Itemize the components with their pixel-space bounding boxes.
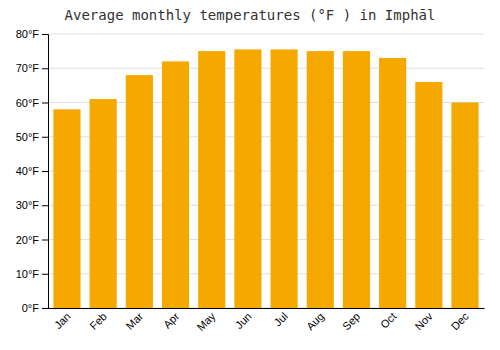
bar: [415, 82, 442, 308]
bar: [343, 51, 370, 308]
y-tick: 40°F: [16, 165, 48, 177]
y-tick: 70°F: [16, 62, 48, 74]
x-tick: May: [194, 310, 218, 334]
x-tick: Oct: [378, 310, 399, 331]
bar: [234, 49, 261, 308]
x-tick: Mar: [123, 310, 145, 332]
bar: [379, 58, 406, 308]
y-tick: 0°F: [22, 302, 48, 314]
tick-label: 80°F: [16, 28, 40, 40]
tick-mark: [42, 308, 48, 309]
y-tick: 30°F: [16, 199, 48, 211]
x-tick: Nov: [412, 310, 435, 333]
x-tick: Aug: [304, 310, 326, 332]
tick-label: Oct: [378, 310, 399, 331]
tick-label: Sep: [340, 310, 362, 332]
bar: [198, 51, 225, 308]
tick-label: Jul: [272, 310, 290, 328]
x-tick: Apr: [161, 310, 182, 331]
bar: [53, 109, 80, 308]
tick-label: 10°F: [16, 268, 40, 280]
tick-mark: [42, 171, 48, 172]
tick-label: Nov: [412, 310, 435, 333]
tick-mark: [42, 137, 48, 138]
tick-label: 40°F: [16, 165, 40, 177]
y-tick: 60°F: [16, 97, 48, 109]
y-axis: 0°F 10°F 20°F 30°F 40°F 50°F 60°F 70°F 80°F: [16, 28, 49, 314]
y-tick: 80°F: [16, 28, 48, 40]
tick-mark: [42, 205, 48, 206]
x-tick: Jan: [52, 310, 73, 331]
grid-line: [48, 34, 484, 35]
y-tick: 10°F: [16, 268, 48, 280]
tick-label: 70°F: [16, 62, 40, 74]
bar: [271, 49, 298, 308]
y-tick: 50°F: [16, 131, 48, 143]
title: Average monthly temperatures (°F ) in Im…: [65, 7, 436, 23]
x-tick: Jul: [272, 310, 290, 328]
tick-label: Aug: [304, 310, 326, 332]
y-tick: 20°F: [16, 234, 48, 246]
tick-label: Mar: [123, 310, 145, 332]
axis-line: [42, 35, 49, 309]
tick-mark: [42, 274, 48, 275]
x-axis: Jan Feb Mar Apr May Jun Jul Aug Sep Oct Nov Dec: [49, 309, 485, 334]
tick-label: 30°F: [16, 199, 40, 211]
tick-label: Feb: [87, 310, 109, 332]
bar: [126, 75, 153, 308]
tick-label: Jun: [233, 310, 254, 331]
grid-line: [48, 68, 484, 69]
x-tick: Dec: [449, 310, 472, 333]
bar: [307, 51, 334, 308]
axis-line: [49, 308, 485, 309]
tick-label: 50°F: [16, 131, 40, 143]
bar: [162, 61, 189, 308]
bars: [53, 49, 478, 308]
bar: [451, 103, 478, 309]
tick-mark: [42, 34, 48, 35]
tick-mark: [42, 240, 48, 241]
tick-label: Apr: [161, 310, 182, 331]
x-tick: Feb: [87, 310, 109, 332]
chart-container: 0°F 10°F 20°F 30°F 40°F 50°F 60°F 70°F 80°F Jan Fe…: [0, 0, 500, 350]
tick-label: Jan: [52, 310, 73, 331]
tick-label: 60°F: [16, 97, 40, 109]
plot-area: 0°F 10°F 20°F 30°F 40°F 50°F 60°F 70°F 80°F Jan Fe…: [16, 28, 485, 333]
tick-mark: [42, 68, 48, 69]
bar: [90, 99, 117, 308]
grid: [48, 34, 484, 308]
tick-label: May: [194, 310, 218, 334]
tick-label: 20°F: [16, 234, 40, 246]
x-tick: Sep: [340, 310, 362, 332]
x-tick: Jun: [233, 310, 254, 331]
tick-mark: [42, 103, 48, 104]
tick-label: 0°F: [22, 302, 40, 314]
chart-svg: 0°F 10°F 20°F 30°F 40°F 50°F 60°F 70°F 80°F Jan Fe…: [0, 0, 500, 350]
tick-label: Dec: [449, 310, 472, 333]
